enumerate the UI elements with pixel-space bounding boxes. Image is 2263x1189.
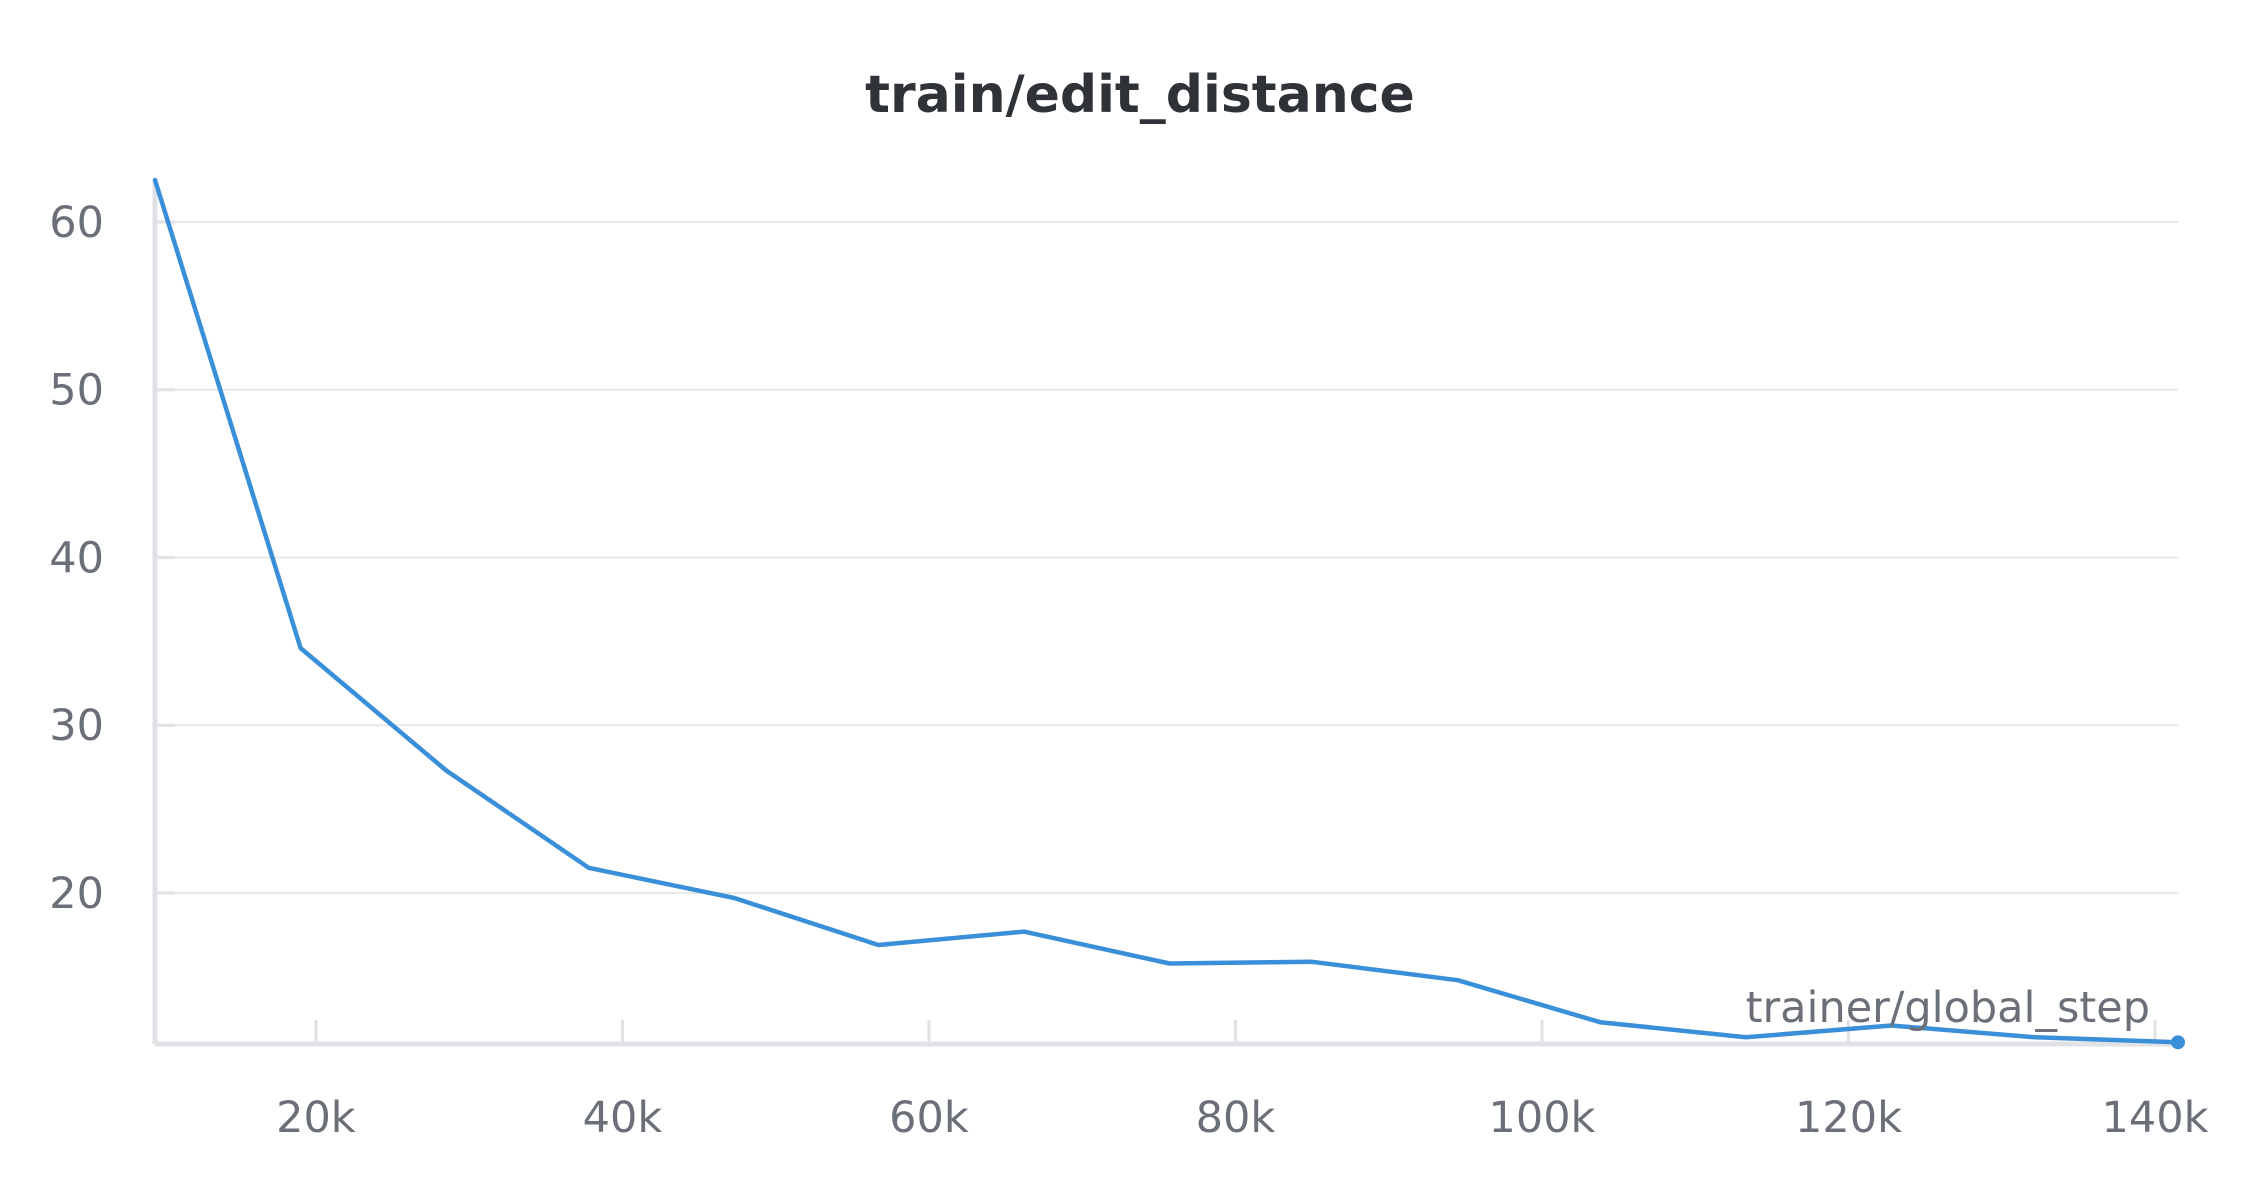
x-tick-label: 120k: [1795, 1093, 1902, 1143]
x-tick-label: 80k: [1196, 1093, 1276, 1143]
x-tick-label: 140k: [2102, 1093, 2209, 1143]
x-tick-label: 40k: [583, 1093, 663, 1143]
y-tick-label: 40: [49, 533, 104, 583]
last-point-marker: [2171, 1035, 2185, 1050]
y-tick-label: 60: [49, 198, 104, 248]
x-tick-labels: 20k 40k 60k 80k 100k 120k 140k: [276, 1093, 2208, 1143]
x-tick-label: 60k: [889, 1093, 969, 1143]
chart-title: train/edit_distance: [865, 65, 1415, 125]
y-tick-label: 20: [49, 869, 104, 919]
series-layer: [152, 177, 2185, 1050]
grid-lines: [155, 220, 2178, 895]
x-tick-label: 20k: [276, 1093, 356, 1143]
series-line: [152, 177, 2181, 1045]
y-tick-label: 50: [49, 366, 104, 416]
y-tick-label: 30: [49, 701, 104, 751]
y-tick-labels: 20 30 40 50 60: [49, 198, 104, 919]
x-axis-label: trainer/global_step: [1746, 983, 2150, 1033]
axes: [152, 180, 2178, 1047]
x-tick-label: 100k: [1488, 1093, 1595, 1143]
